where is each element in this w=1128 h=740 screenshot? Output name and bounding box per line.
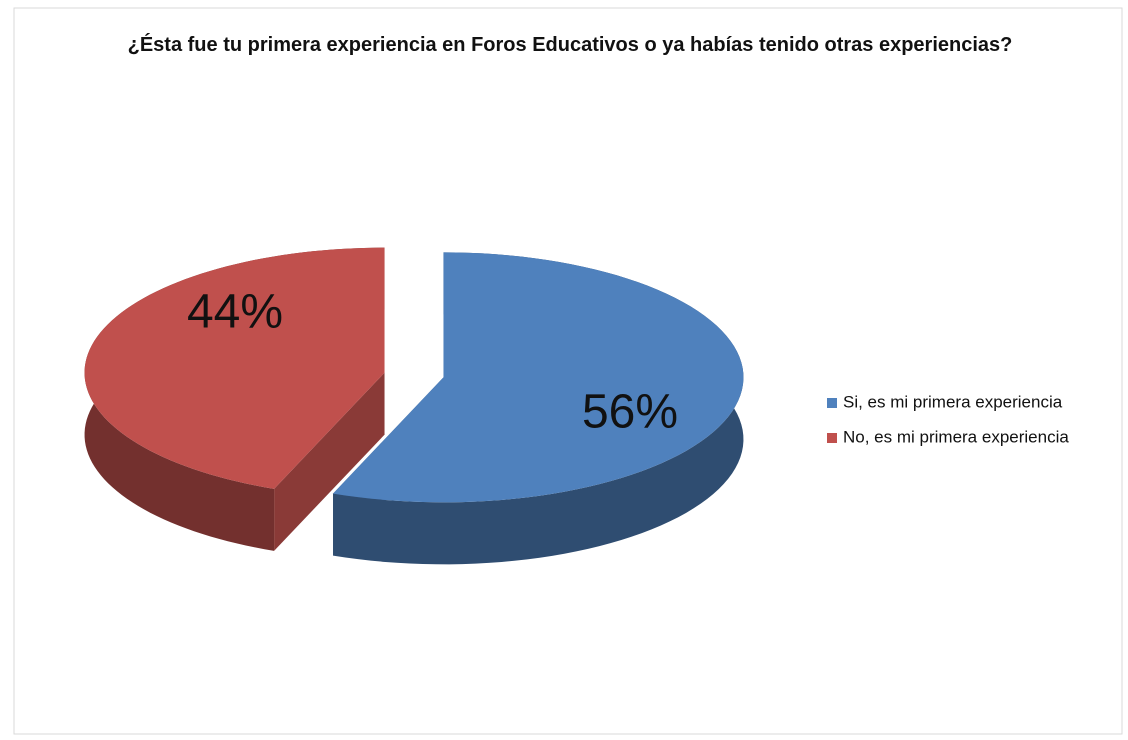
data-label: 56%: [582, 386, 678, 439]
slice: [84, 247, 385, 489]
chart-border: [13, 7, 1123, 735]
slice: [333, 252, 744, 503]
legend-label: Si, es mi primera experiencia: [843, 392, 1063, 411]
legend-label: No, es mi primera experiencia: [843, 427, 1069, 446]
legend-swatch: [827, 398, 837, 408]
chart-title: ¿Ésta fue tu primera experiencia en Foro…: [127, 34, 1013, 56]
legend-swatch: [827, 433, 837, 443]
slice-side: [274, 372, 385, 551]
data-label: 44%: [187, 286, 283, 339]
